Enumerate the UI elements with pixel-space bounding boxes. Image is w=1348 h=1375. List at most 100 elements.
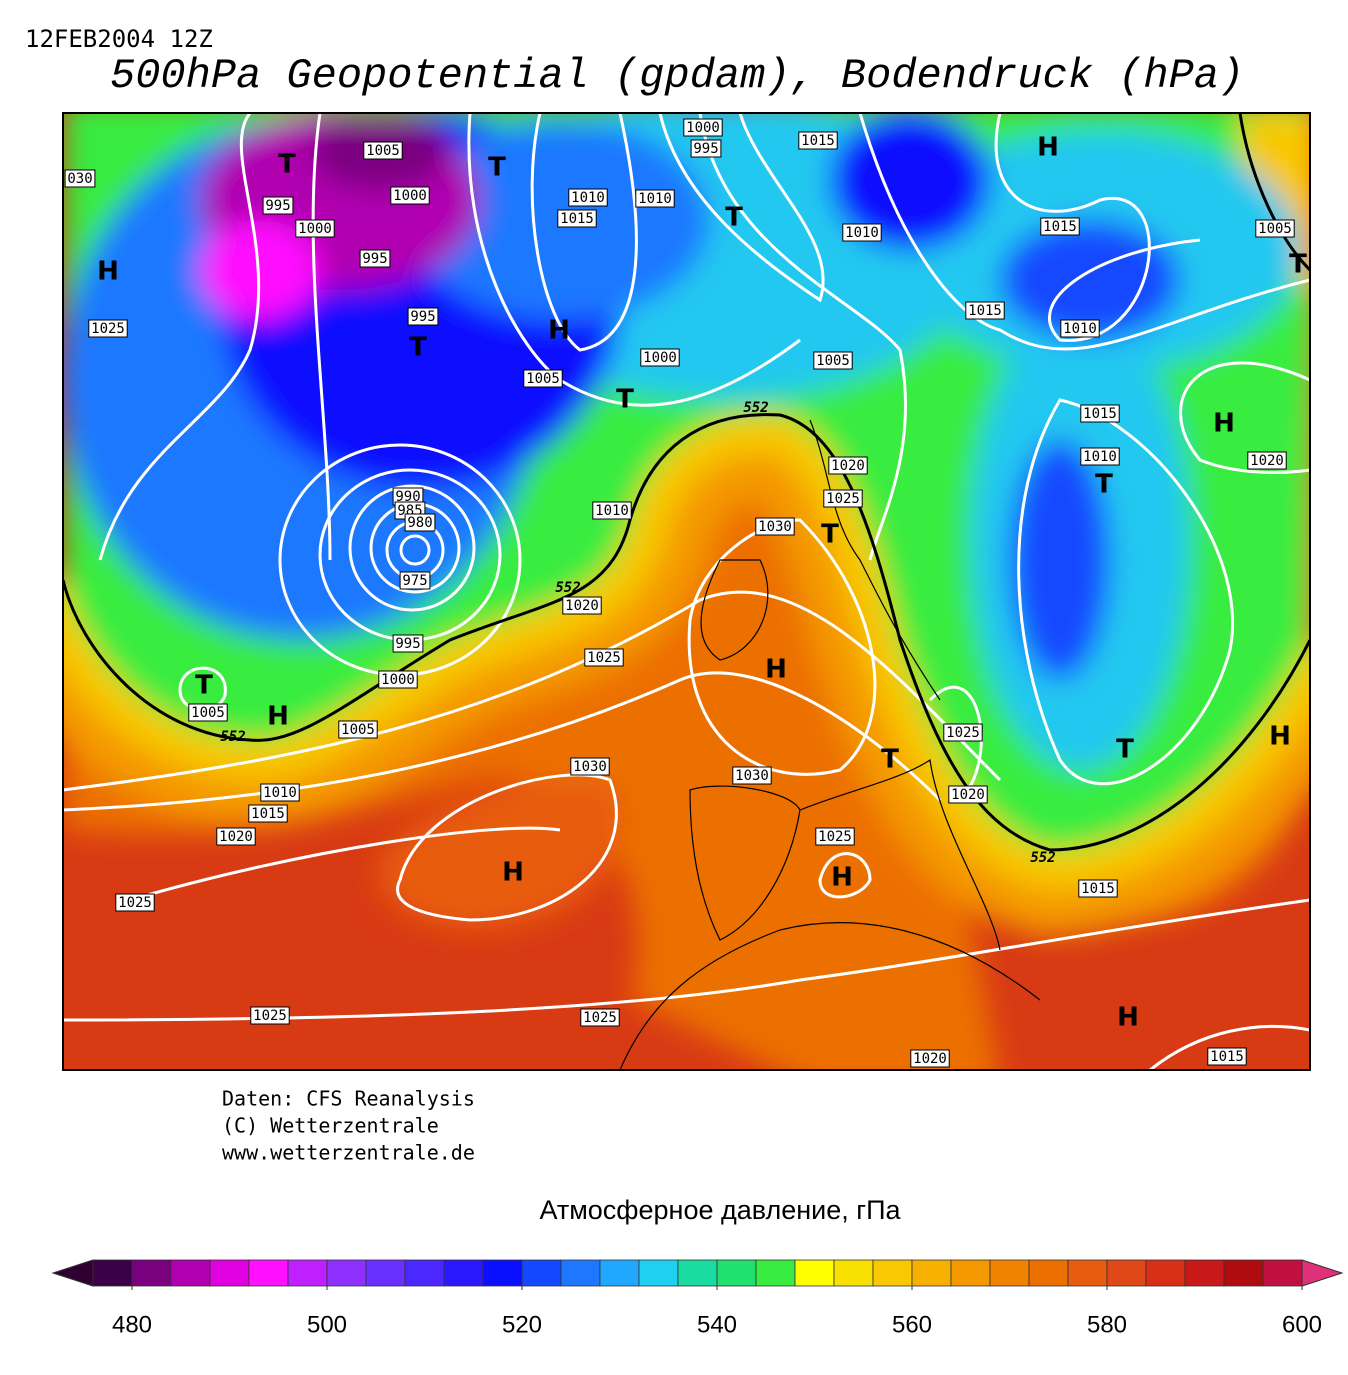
isobar-label: 1010 [1080, 447, 1120, 466]
label-text: 980 [407, 515, 432, 531]
label-box [683, 118, 723, 137]
label-text: 1000 [381, 672, 415, 688]
label-text: 1005 [526, 371, 560, 387]
isobar-label: 1010 [842, 223, 882, 242]
colorbar-tick-label: 580 [1087, 1311, 1127, 1338]
label-box [88, 319, 128, 338]
isobar-label: 1025 [250, 1006, 290, 1025]
label-box [842, 223, 882, 242]
label-text: 1015 [801, 133, 835, 149]
label-text: 1015 [1043, 219, 1077, 235]
label-box [815, 827, 855, 846]
colorbar-bin [833, 1259, 874, 1287]
label-box [562, 596, 602, 615]
label-box [732, 766, 772, 785]
label-text: 1005 [816, 353, 850, 369]
isobar-label: 995 [690, 139, 722, 158]
colorbar-bin [599, 1259, 640, 1287]
pressure-center: T [616, 385, 634, 415]
label-box [359, 249, 391, 268]
colorbar-bin [1262, 1259, 1303, 1287]
pressure-center: T [1289, 250, 1307, 280]
map [63, 113, 1310, 1070]
label-box [404, 513, 436, 532]
isobar-label: 1010 [592, 501, 632, 520]
isobar-label: 1015 [248, 804, 288, 823]
label-box [1207, 1047, 1247, 1066]
colorbar-tick-label: 540 [697, 1311, 737, 1338]
colorbar-over [1301, 1259, 1344, 1287]
label-text: 1015 [1081, 881, 1115, 897]
label-box [115, 893, 155, 912]
label-box [584, 648, 624, 667]
colorbar-bin [170, 1259, 211, 1287]
label-text: 990 [395, 489, 420, 505]
label-box [1255, 219, 1295, 238]
pressure-center: H [765, 655, 787, 685]
isobar-label: 1015 [1040, 217, 1080, 236]
label-text: 1025 [583, 1010, 617, 1026]
isobar-label: 1000 [683, 118, 723, 137]
label-box [378, 670, 418, 689]
label-box [295, 219, 335, 238]
label-text: 1010 [263, 785, 297, 801]
isobar-label: 1015 [1080, 404, 1120, 423]
isobar-label: 1015 [798, 131, 838, 150]
label-box [965, 301, 1005, 320]
label-text: 1010 [1063, 321, 1097, 337]
label-box [390, 186, 430, 205]
map-labels: 1005 1000 995 1000 995 030 1025 995 1005 1010 1015… [64, 118, 1307, 1068]
date: 12FEB2004 12Z [25, 25, 213, 53]
field [63, 113, 1310, 1070]
credit: Daten: CFS Reanalysis [222, 1087, 475, 1111]
label-box [755, 517, 795, 536]
pressure-center: H [1269, 722, 1291, 752]
label-text: 1010 [845, 225, 879, 241]
label-text: 1015 [1210, 1049, 1244, 1065]
colorbar-bin [950, 1259, 991, 1287]
label-box [640, 348, 680, 367]
label-box [948, 785, 988, 804]
isobar-label: 1010 [568, 188, 608, 207]
pressure-center: T [881, 745, 899, 775]
label-box [828, 456, 868, 475]
colorbar-bin [1106, 1259, 1147, 1287]
pressure-center: H [267, 702, 289, 732]
colorbar-bin [365, 1259, 406, 1287]
isobar-label: 1025 [823, 489, 863, 508]
label-box [557, 209, 597, 228]
label-text: 1025 [91, 321, 125, 337]
label-box [570, 757, 610, 776]
colorbar-bin [677, 1259, 718, 1287]
label-box [262, 196, 294, 215]
pressure-center: H [97, 257, 119, 287]
label-box [250, 1006, 290, 1025]
isobar-label: 1020 [216, 827, 256, 846]
colorbar-bin [1223, 1259, 1264, 1287]
label-text: 1025 [818, 829, 852, 845]
isobar-label: 1005 [188, 703, 228, 722]
label-box [580, 1008, 620, 1027]
isobar-label: 1025 [943, 723, 983, 742]
isobar-label: 1010 [635, 189, 675, 208]
colorbar-bin [755, 1259, 796, 1287]
contour-line [1238, 113, 1310, 272]
isobar-label: 975 [399, 571, 431, 590]
colorbar-bin [560, 1259, 601, 1287]
colorbar-bin [92, 1259, 133, 1287]
colorbar-bin [248, 1259, 289, 1287]
label-text: 1020 [913, 1051, 947, 1067]
isobars [63, 113, 1310, 1070]
label-text: 1005 [191, 705, 225, 721]
colorbar-bin [716, 1259, 757, 1287]
isobar-label: 995 [262, 196, 294, 215]
isobar-label: 030 [64, 169, 96, 188]
label-box [188, 703, 228, 722]
pressure-center: H [1037, 133, 1059, 163]
contour-label: 552 [220, 729, 245, 745]
isobar-label: 1020 [948, 785, 988, 804]
label-text: 995 [395, 636, 420, 652]
label-text: 1030 [758, 519, 792, 535]
colorbar-bin [1184, 1259, 1225, 1287]
colorbar: 480 500 520 540 560 580 600 [51, 1259, 1344, 1338]
